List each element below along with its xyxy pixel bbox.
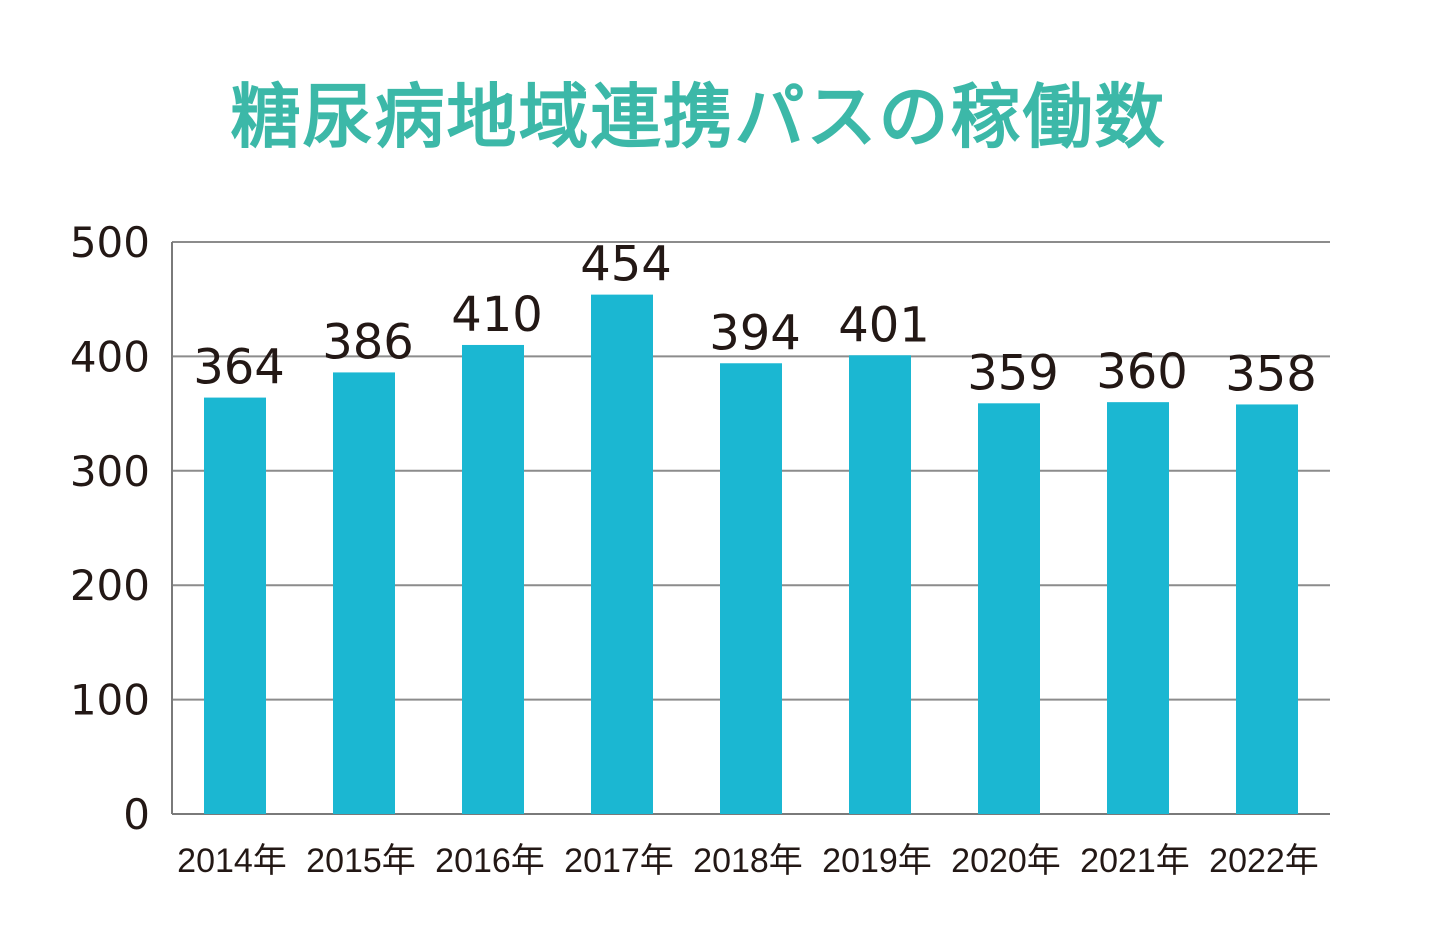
y-tick-label-400: 400 bbox=[70, 332, 150, 381]
y-tick-label-300: 300 bbox=[70, 447, 150, 496]
x-category-label-2014年: 2014年 bbox=[177, 842, 287, 880]
bar-2022年 bbox=[1236, 404, 1298, 814]
data-labels: 364 386 410 454 394 401 359 360 358 bbox=[193, 237, 1317, 403]
data-label-2018年: 394 bbox=[709, 305, 801, 361]
data-label-2014年: 364 bbox=[193, 340, 285, 396]
x-category-label-2017年: 2017年 bbox=[564, 842, 674, 880]
data-label-2017年: 454 bbox=[580, 237, 672, 293]
chart-title: 糖尿病地域連携パスの稼働数 bbox=[230, 76, 1167, 158]
category-labels: 2014年 2015年 2016年 2017年 2018年 2019年 2020年 2021年… bbox=[177, 842, 1319, 880]
bar-2014年 bbox=[204, 397, 266, 814]
bars bbox=[204, 294, 1298, 814]
data-label-2021年: 360 bbox=[1096, 344, 1188, 400]
bar-2016年 bbox=[462, 344, 524, 814]
x-category-label-2019年: 2019年 bbox=[822, 842, 932, 880]
bar-2015年 bbox=[333, 372, 395, 814]
bar-2019年 bbox=[849, 355, 911, 814]
y-tick-labels: 0 100 200 300 400 500 bbox=[70, 218, 150, 839]
bar-2020年 bbox=[978, 403, 1040, 814]
data-label-2019年: 401 bbox=[838, 297, 930, 353]
x-category-label-2022年: 2022年 bbox=[1209, 842, 1319, 880]
data-label-2022年: 358 bbox=[1225, 346, 1317, 402]
x-category-label-2016年: 2016年 bbox=[435, 842, 545, 880]
data-label-2015年: 386 bbox=[322, 314, 414, 370]
y-tick-label-500: 500 bbox=[70, 218, 150, 267]
x-category-label-2020年: 2020年 bbox=[951, 842, 1061, 880]
x-category-label-2018年: 2018年 bbox=[693, 842, 803, 880]
x-category-label-2015年: 2015年 bbox=[306, 842, 416, 880]
y-tick-label-100: 100 bbox=[70, 676, 150, 725]
bar-2017年 bbox=[591, 294, 653, 814]
y-tick-label-200: 200 bbox=[70, 561, 150, 610]
data-label-2016年: 410 bbox=[451, 287, 543, 343]
x-category-label-2021年: 2021年 bbox=[1080, 842, 1190, 880]
bar-2018年 bbox=[720, 363, 782, 814]
y-tick-label-0: 0 bbox=[123, 790, 150, 839]
bar-2021年 bbox=[1107, 402, 1169, 814]
data-label-2020年: 359 bbox=[967, 345, 1059, 401]
